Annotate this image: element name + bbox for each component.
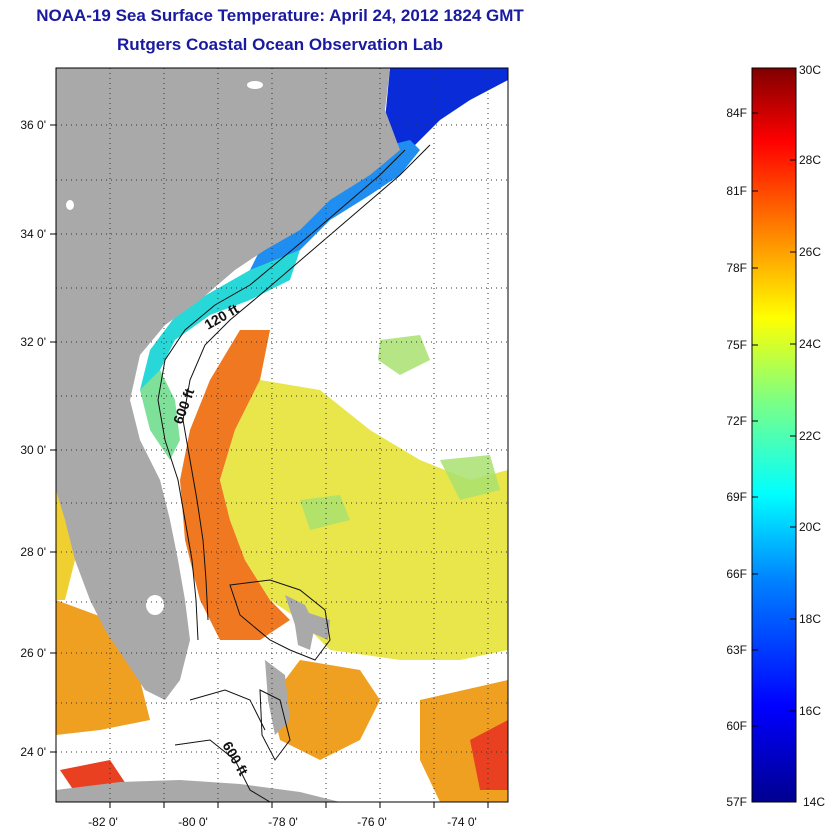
lat-tick-label: 34 0': [20, 227, 46, 241]
colorbar-fahrenheit-label: 81F: [726, 184, 747, 198]
sst-blue-shelf: [250, 140, 420, 270]
map-title: NOAA-19 Sea Surface Temperature: April 2…: [36, 6, 524, 25]
colorbar-celsius-label: 30C: [799, 63, 821, 77]
lat-tick-label: 26 0': [20, 646, 46, 660]
lat-tick-label: 28 0': [20, 545, 46, 559]
colorbar-fahrenheit-label: 72F: [726, 414, 747, 428]
colorbar-celsius-label: 24C: [799, 337, 821, 351]
colorbar-celsius-label: 26C: [799, 245, 821, 259]
lon-tick-label: -80 0': [178, 815, 208, 829]
contour-bahamas: [229, 579, 331, 761]
colorbar-fahrenheit-label: 69F: [726, 490, 747, 504]
contour-south: [174, 689, 271, 802]
lat-tick-label: 30 0': [20, 443, 46, 457]
lat-tick-label: 36 0': [20, 118, 46, 132]
contour-120ft: [157, 149, 406, 641]
lake-blob: [247, 81, 263, 89]
land-cuba: [56, 780, 340, 802]
sst-orange-gulfstream: [180, 330, 290, 640]
colorbar-celsius-label: 16C: [799, 704, 821, 718]
lake-okeechobee: [146, 595, 164, 615]
colorbar-fahrenheit-label: 66F: [726, 567, 747, 581]
lon-tick-label: -82 0': [88, 815, 118, 829]
graticule: [56, 68, 508, 802]
colorbar-fahrenheit-label: 78F: [726, 261, 747, 275]
colorbar: [751, 67, 797, 803]
sst-green-patches: [300, 335, 500, 530]
sst-green-shelf: [140, 370, 180, 460]
contour-600ft: [182, 144, 431, 621]
colorbar-celsius-label: 22C: [799, 429, 821, 443]
lat-tick-label: 24 0': [20, 745, 46, 759]
lake-blob: [66, 200, 74, 210]
map-subtitle: Rutgers Coastal Ocean Observation Lab: [117, 35, 443, 54]
frame-ticks: [50, 124, 489, 808]
colorbar-celsius-label: 20C: [799, 520, 821, 534]
colorbar-ticks: [752, 112, 796, 727]
lon-tick-label: -78 0': [268, 815, 298, 829]
sst-cyan-shelf: [140, 250, 300, 410]
colorbar-fahrenheit-label: 60F: [726, 719, 747, 733]
land-bahamas: [265, 595, 330, 735]
lon-tick-label: -76 0': [357, 815, 387, 829]
land-southeast-us: [56, 68, 400, 700]
colorbar-celsius-label: 28C: [799, 153, 821, 167]
map-panel: 120 ft 600 ft 600 ft: [56, 68, 508, 802]
sst-cold-north: [385, 68, 508, 150]
lat-tick-label: 32 0': [20, 335, 46, 349]
colorbar-fahrenheit-label: 57F: [726, 795, 747, 809]
colorbar-fahrenheit-label: 75F: [726, 338, 747, 352]
colorbar-celsius-label: 14C: [803, 795, 825, 809]
lon-tick-label: -74 0': [447, 815, 477, 829]
colorbar-fahrenheit-label: 84F: [726, 106, 747, 120]
colorbar-celsius-label: 18C: [799, 612, 821, 626]
colorbar-fahrenheit-label: 63F: [726, 643, 747, 657]
map-frame: [55, 67, 509, 803]
